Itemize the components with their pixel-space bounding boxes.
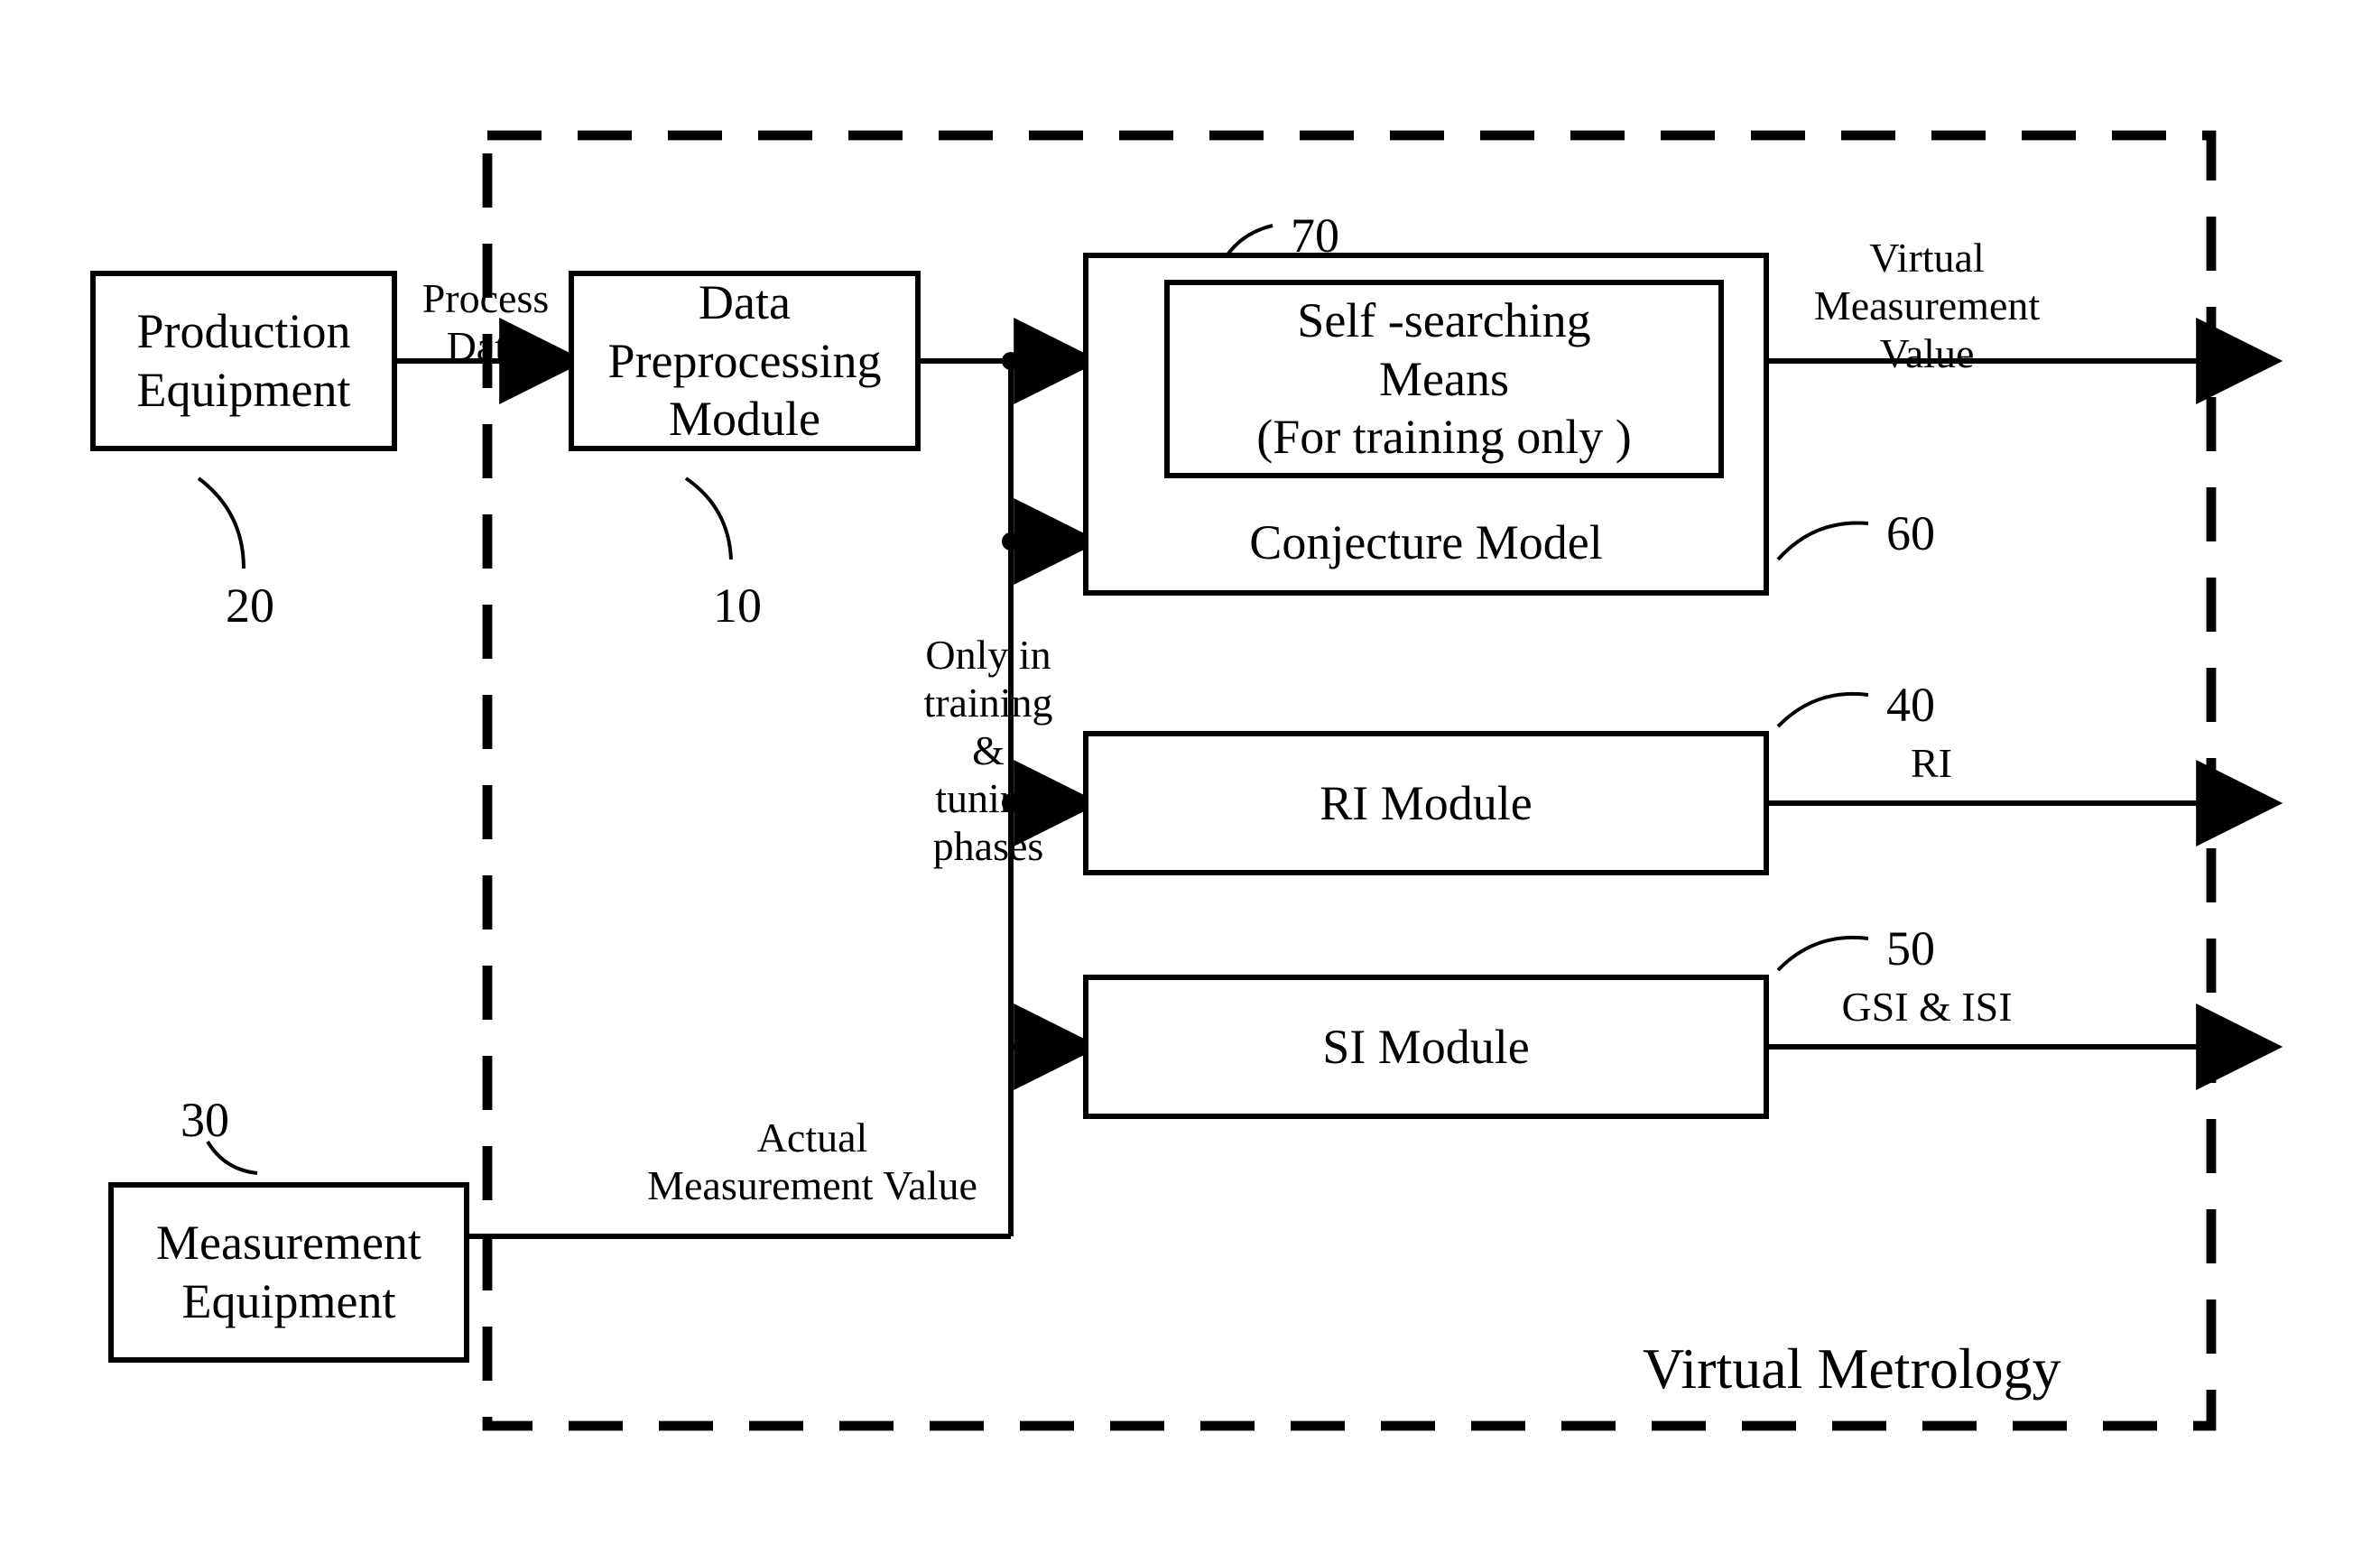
lead-line-r50 bbox=[1778, 938, 1868, 970]
ref-10: 10 bbox=[713, 578, 762, 634]
ref-20: 20 bbox=[226, 578, 274, 634]
lead-line-r10 bbox=[686, 478, 731, 560]
label-actual-measurement: ActualMeasurement Value bbox=[614, 1114, 1011, 1210]
label-virtual-metrology-title: Virtual Metrology bbox=[1643, 1336, 2184, 1402]
ref-text: 60 bbox=[1886, 506, 1935, 560]
ref-50: 50 bbox=[1886, 920, 1935, 976]
ref-30: 30 bbox=[181, 1092, 229, 1148]
node-self-searching-means: Self -searchingMeans(For training only ) bbox=[1164, 280, 1724, 478]
junction-dot bbox=[1002, 532, 1020, 550]
node-data-preprocessing-module: DataPreprocessingModule bbox=[569, 271, 921, 451]
label-process-data: ProcessData bbox=[404, 275, 567, 371]
label-text: VirtualMeasurementValue bbox=[1814, 235, 2040, 376]
ref-text: 30 bbox=[181, 1093, 229, 1147]
ref-text: 70 bbox=[1291, 208, 1339, 263]
node-label: RI Module bbox=[1320, 774, 1533, 833]
ref-text: 20 bbox=[226, 578, 274, 633]
label-text: ActualMeasurement Value bbox=[647, 1114, 977, 1208]
label-text: Virtual Metrology bbox=[1643, 1336, 2061, 1401]
label-virtual-measurement-value: VirtualMeasurementValue bbox=[1796, 235, 2058, 378]
ref-text: 40 bbox=[1886, 678, 1935, 732]
node-label: SI Module bbox=[1322, 1018, 1530, 1077]
lead-line-r20 bbox=[199, 478, 244, 569]
ref-70: 70 bbox=[1291, 208, 1339, 264]
ref-60: 60 bbox=[1886, 505, 1935, 561]
node-si-module: SI Module bbox=[1083, 975, 1769, 1119]
node-label: ProductionEquipment bbox=[137, 302, 351, 420]
node-measurement-equipment: MeasurementEquipment bbox=[108, 1182, 469, 1363]
node-label: Conjecture Model bbox=[1249, 513, 1602, 572]
label-text: ProcessData bbox=[422, 275, 550, 369]
ref-text: 50 bbox=[1886, 921, 1935, 976]
lead-line-r60 bbox=[1778, 523, 1868, 560]
label-text: Only intraining&tuningphases bbox=[923, 632, 1052, 869]
node-label: DataPreprocessingModule bbox=[608, 273, 882, 449]
label-text: RI bbox=[1911, 740, 1952, 786]
label-si-output: GSI & ISI bbox=[1796, 984, 2058, 1031]
node-label: MeasurementEquipment bbox=[156, 1214, 421, 1331]
lead-line-r40 bbox=[1778, 694, 1868, 726]
ref-40: 40 bbox=[1886, 677, 1935, 733]
diagram-stage: ProductionEquipment DataPreprocessingMod… bbox=[0, 0, 2380, 1563]
label-training-note: Only intraining&tuningphases bbox=[903, 632, 1074, 870]
junction-dot bbox=[1002, 352, 1020, 370]
ref-text: 10 bbox=[713, 578, 762, 633]
label-ri-output: RI bbox=[1850, 740, 2013, 788]
node-production-equipment: ProductionEquipment bbox=[90, 271, 397, 451]
label-text: GSI & ISI bbox=[1841, 984, 2012, 1030]
node-ri-module: RI Module bbox=[1083, 731, 1769, 875]
node-label: Self -searchingMeans(For training only ) bbox=[1256, 291, 1631, 467]
